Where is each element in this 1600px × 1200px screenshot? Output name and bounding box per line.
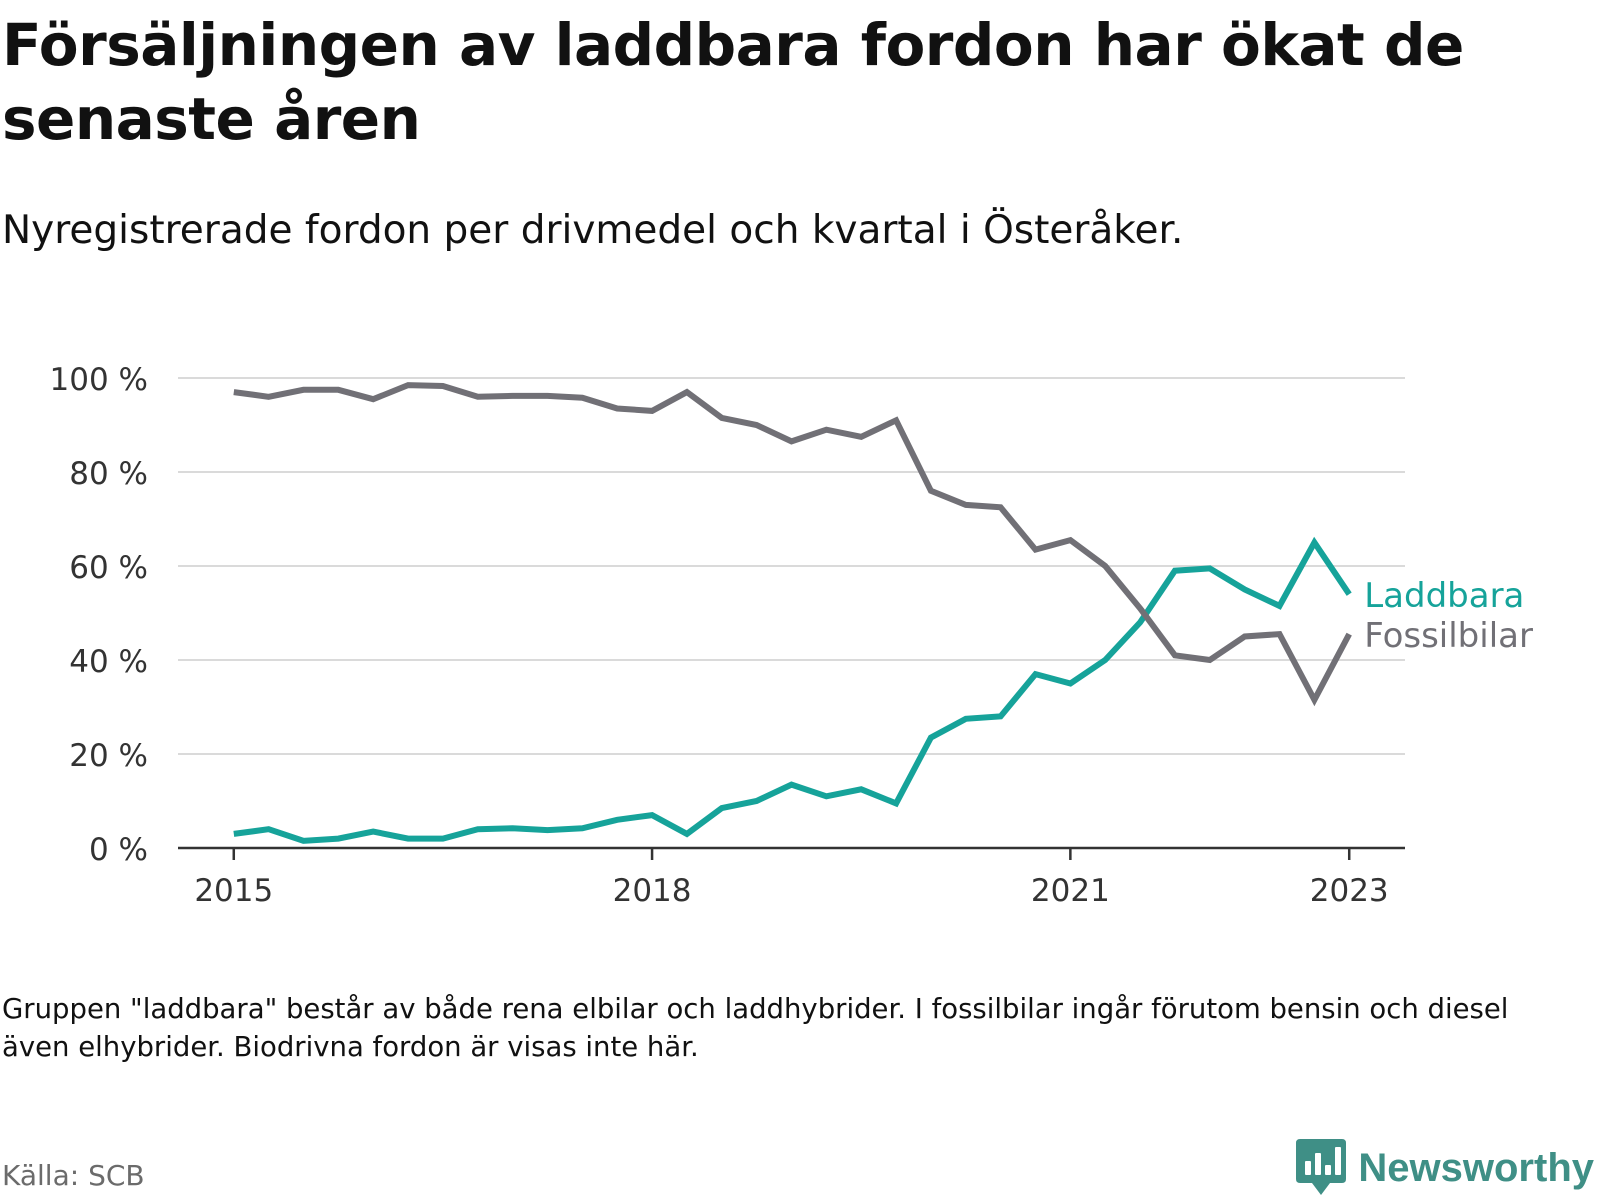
series-line-laddbara — [233, 536, 1352, 844]
x-tick-label: 2015 — [194, 873, 273, 909]
series-line-fossilbilar — [233, 382, 1352, 707]
series-label-fossilbilar: Fossilbilar — [1364, 616, 1533, 656]
x-tick-label: 2023 — [1310, 873, 1389, 909]
y-tick-label: 60 % — [69, 550, 148, 586]
grid-lines — [178, 377, 1405, 755]
y-tick-label: 80 % — [69, 456, 148, 492]
newsworthy-logo-icon — [1296, 1139, 1347, 1195]
y-tick-label: 100 % — [50, 362, 148, 398]
chart-subtitle: Nyregistrerade fordon per drivmedel och … — [2, 208, 1184, 253]
series-lines — [233, 382, 1352, 844]
y-tick-label: 20 % — [69, 738, 148, 774]
series-label-laddbara: Laddbara — [1364, 576, 1524, 616]
brand-name: Newsworthy — [1358, 1145, 1594, 1190]
y-tick-label: 0 % — [89, 832, 148, 868]
y-tick-label: 40 % — [69, 644, 148, 680]
x-tick-label: 2021 — [1031, 873, 1110, 909]
chart-note: Gruppen "laddbara" består av både rena e… — [2, 993, 1509, 1063]
source-credit: Källa: SCB — [2, 1159, 145, 1192]
line-chart: 0 % 20 % 40 % 60 % 80 % 100 % 2015 2018 2021 2023… — [50, 362, 1533, 909]
chart-title: Försäljningen av laddbara fordon har öka… — [2, 11, 1464, 153]
axes: 0 % 20 % 40 % 60 % 80 % 100 % 2015 2018 2021 2023 — [50, 362, 1405, 909]
x-tick-label: 2018 — [613, 873, 692, 909]
brand-logo: Newsworthy — [1296, 1138, 1594, 1198]
